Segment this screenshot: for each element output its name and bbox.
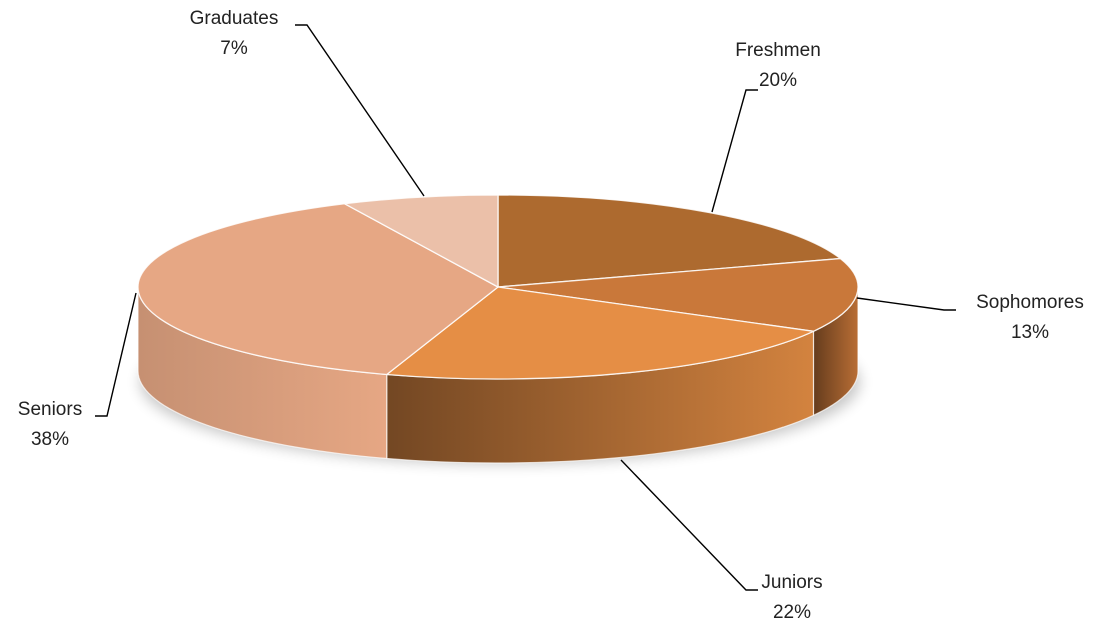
slice-value-freshmen: 20% xyxy=(759,70,797,91)
pie-slice-graduates xyxy=(344,194,499,288)
leader-line-juniors xyxy=(620,459,758,591)
slice-value-graduates: 7% xyxy=(220,38,248,59)
slice-label-freshmen: Freshmen xyxy=(735,40,821,61)
leader-line-sophomores xyxy=(856,297,956,311)
slice-value-sophomores: 13% xyxy=(1011,322,1049,343)
slice-value-seniors: 38% xyxy=(31,429,69,450)
pie-slice-juniors xyxy=(386,286,815,380)
pie-labels: Freshmen 20% Sophomores 13% Juniors 22% Senior… xyxy=(18,8,1084,623)
leader-line-freshmen xyxy=(711,89,758,213)
pie-depth xyxy=(137,286,859,464)
pie-slice-sophomores xyxy=(497,257,859,332)
pie-slice-freshmen xyxy=(497,194,842,288)
slice-label-sophomores: Sophomores xyxy=(976,292,1084,313)
leader-line-seniors xyxy=(95,292,137,417)
slice-label-seniors: Seniors xyxy=(18,399,82,420)
slice-value-juniors: 22% xyxy=(773,602,811,623)
slice-label-juniors: Juniors xyxy=(761,572,822,593)
pie-top xyxy=(137,194,859,380)
leader-line-graduates xyxy=(295,24,425,197)
slice-label-graduates: Graduates xyxy=(190,8,279,29)
pie-slice-seniors xyxy=(137,203,499,376)
